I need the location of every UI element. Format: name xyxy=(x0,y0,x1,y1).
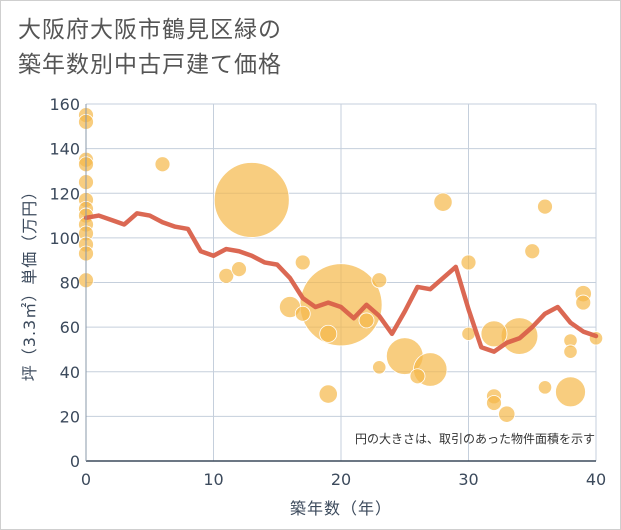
bubble-point xyxy=(575,294,592,311)
bubble-point xyxy=(318,384,338,404)
bubble-point xyxy=(524,243,541,260)
bubble-point xyxy=(154,156,171,173)
y-tick-label: 140 xyxy=(49,140,80,159)
average-line-series xyxy=(83,211,599,354)
bubble-point xyxy=(555,376,586,408)
average-price-line xyxy=(83,211,599,354)
y-tick-label: 20 xyxy=(60,407,80,426)
x-axis-label: 築年数（年） xyxy=(290,499,392,518)
bubble-point xyxy=(372,360,387,375)
bubble-point xyxy=(563,344,578,359)
x-tick-label: 20 xyxy=(331,470,351,489)
bubble-point xyxy=(409,368,426,385)
y-tick-label: 120 xyxy=(49,184,80,203)
x-tick-label: 0 xyxy=(81,470,91,489)
y-tick-labels: 0 20 40 60 80 100 120 140 160 xyxy=(49,95,80,471)
bubble-point xyxy=(498,405,516,423)
y-tick-label: 60 xyxy=(60,318,80,337)
y-axis-label: 坪（3.3㎡）単価（万円） xyxy=(20,183,39,381)
y-tick-label: 100 xyxy=(49,229,80,248)
bubble-size-note: 円の大きさは、取引のあった物件面積を示す xyxy=(355,431,595,446)
y-tick-label: 0 xyxy=(70,452,80,471)
bubble-point xyxy=(319,324,338,343)
x-tick-label: 40 xyxy=(586,470,606,489)
bubble-point xyxy=(294,305,311,322)
bubble-point xyxy=(537,380,553,395)
bubble-point xyxy=(537,198,553,215)
bubble-point xyxy=(433,192,453,212)
x-tick-label: 10 xyxy=(203,470,223,489)
x-tick-labels: 0 10 20 30 40 xyxy=(81,470,606,489)
bubble-point xyxy=(231,261,247,278)
chart-title: 大阪府大阪市鶴見区緑の 築年数別中古戸建て価格 xyxy=(18,13,282,83)
y-tick-label: 80 xyxy=(60,274,80,293)
chart-title-line-2: 築年数別中古戸建て価格 xyxy=(18,52,282,78)
chart-title-line-1: 大阪府大阪市鶴見区緑の xyxy=(18,17,282,43)
bubble-point xyxy=(213,162,290,238)
bubble-point xyxy=(294,254,311,271)
bubble-point xyxy=(480,320,508,348)
y-tick-label: 160 xyxy=(49,95,80,114)
y-tick-label: 40 xyxy=(60,363,80,382)
x-tick-label: 30 xyxy=(458,470,478,489)
bubble-point xyxy=(218,267,235,284)
bubble-point xyxy=(486,395,502,411)
axes xyxy=(85,104,596,462)
bubble-point xyxy=(358,312,375,329)
bubble-point xyxy=(460,254,477,271)
bubble-point xyxy=(371,272,388,289)
